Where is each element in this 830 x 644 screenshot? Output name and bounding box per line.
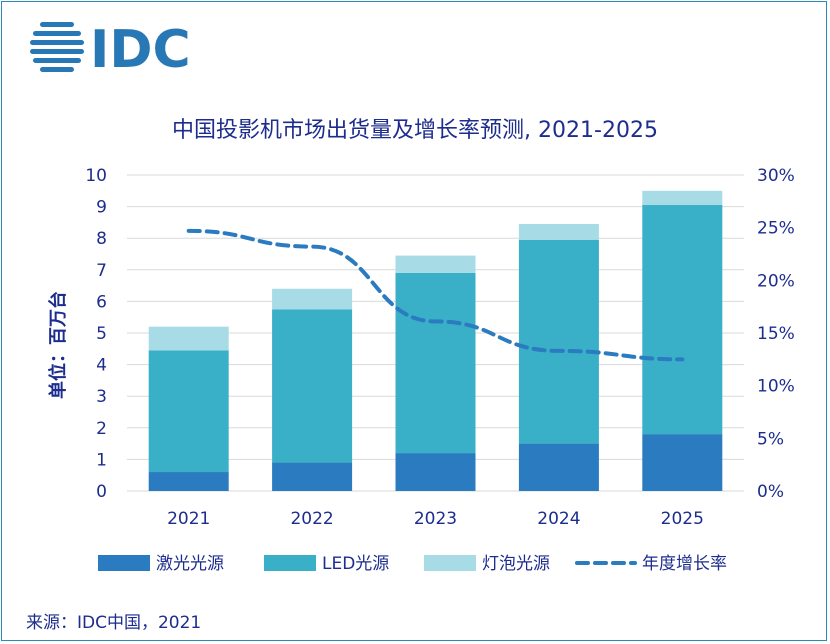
laser-bar [518, 443, 599, 491]
led-bar [642, 205, 723, 435]
led-bar [272, 309, 353, 463]
legend-growth: 年度增长率 [575, 554, 727, 574]
legend-label: 年度增长率 [642, 554, 727, 574]
legend-swatch [264, 555, 316, 571]
bulb-bar [518, 223, 599, 240]
x-tick-label: 2022 [290, 509, 333, 529]
bulb-bar [148, 326, 229, 351]
y2-tick-label: 20% [757, 271, 795, 291]
chart-title: 中国投影机市场出货量及增长率预测, 2021-2025 [172, 118, 658, 143]
laser-bar [148, 472, 229, 491]
legend: 激光光源 LED光源 灯泡光源 年度增长率 [98, 554, 727, 574]
laser-bar [272, 462, 353, 491]
x-axis-ticks: 2021 2022 2023 2024 2025 [167, 509, 704, 529]
bulb-bar [395, 255, 476, 273]
y-tick-label: 10 [85, 166, 107, 186]
idc-globe-icon [30, 22, 84, 72]
idc-logo: IDC [30, 20, 191, 80]
led-bar [518, 239, 599, 444]
legend-laser: 激光光源 [98, 554, 224, 574]
x-tick-label: 2025 [661, 509, 704, 529]
laser-bar [642, 434, 723, 491]
gridlines [127, 174, 744, 492]
y-tick-label: 8 [96, 229, 107, 249]
y-tick-label: 3 [96, 387, 107, 407]
y-tick-label: 0 [96, 482, 107, 502]
x-tick-label: 2023 [414, 509, 457, 529]
bars [148, 190, 723, 491]
growth-line-layer [186, 228, 685, 362]
y2-tick-label: 5% [757, 429, 784, 449]
y-tick-label: 5 [96, 324, 107, 344]
bulb-bar [642, 190, 723, 206]
y2-tick-label: 0% [757, 482, 784, 502]
idc-logo-text: IDC [90, 20, 191, 80]
legend-bulb: 灯泡光源 [424, 554, 550, 574]
y-tick-label: 9 [96, 198, 107, 218]
y-tick-label: 6 [96, 292, 107, 312]
y2-tick-label: 15% [757, 324, 795, 344]
growth-rate-line [186, 228, 685, 362]
y2-axis-ticks: 0% 5% 10% 15% 20% 25% 30% [757, 166, 795, 502]
legend-led: LED光源 [264, 554, 389, 574]
y-axis-ticks: 0 1 2 3 4 5 6 7 8 9 10 [85, 166, 107, 502]
laser-bar [395, 453, 476, 491]
y2-tick-label: 10% [757, 377, 795, 397]
legend-swatch [98, 555, 150, 571]
x-tick-label: 2024 [537, 509, 580, 529]
y-tick-label: 1 [96, 450, 107, 470]
legend-label: 激光光源 [156, 554, 224, 574]
legend-label: LED光源 [322, 554, 389, 574]
legend-label: 灯泡光源 [482, 554, 550, 574]
y-tick-label: 2 [96, 419, 107, 439]
y-tick-label: 7 [96, 261, 107, 281]
x-tick-label: 2021 [167, 509, 210, 529]
led-bar [148, 350, 229, 473]
y2-tick-label: 30% [757, 166, 795, 186]
y-axis-label: 单位：百万台 [47, 291, 69, 399]
led-bar [395, 272, 476, 454]
y-tick-label: 4 [96, 356, 107, 376]
y2-tick-label: 25% [757, 219, 795, 239]
bulb-bar [272, 288, 353, 310]
legend-swatch [424, 555, 476, 571]
source-note: 来源：IDC中国，2021 [26, 613, 201, 633]
